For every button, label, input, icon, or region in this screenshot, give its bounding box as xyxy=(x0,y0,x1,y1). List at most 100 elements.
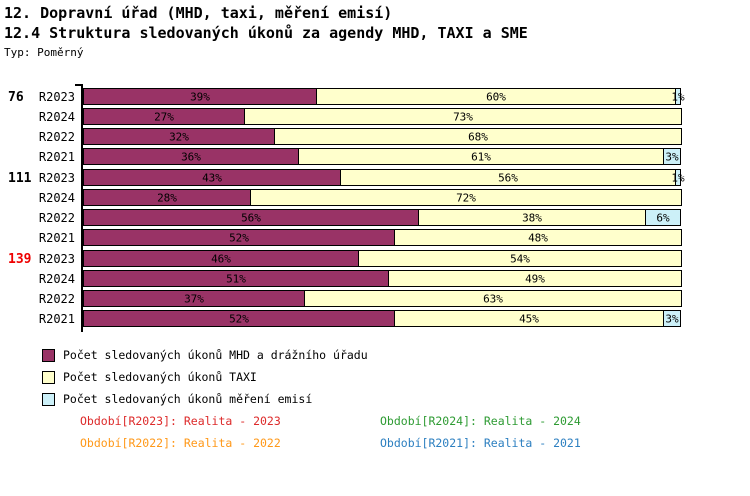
period-footnote: Období[R2024]: Realita - 2024 xyxy=(380,414,581,428)
axis-labels: 76 R2023 R2024 R2022 R2021 111 R2023 R2024 R2022… xyxy=(0,88,79,338)
bar-segment-sme: 1% xyxy=(671,169,685,186)
footnotes: Období[R2023]: Realita - 2023 Období[R202… xyxy=(80,410,581,454)
bar-segment-mhd: 51% xyxy=(83,270,389,287)
segment-value-label: 38% xyxy=(522,211,542,224)
bar-row: 46% 54% xyxy=(83,250,683,267)
legend-label: Počet sledovaných úkonů měření emisí xyxy=(63,392,313,406)
row-period-label: R2021 xyxy=(38,231,75,245)
segment-value-label: 60% xyxy=(486,90,506,103)
bar-segment-mhd: 46% xyxy=(83,250,359,267)
segment-value-label: 37% xyxy=(184,292,204,305)
segment-value-label: 51% xyxy=(226,272,246,285)
bar-segment-sme: 3% xyxy=(663,310,681,327)
segment-value-label: 56% xyxy=(498,171,518,184)
plot-rows: 39% 60% 1% 27% 73% 32% 68% 36% 61% 3% 43% 56% 1% 28% 7… xyxy=(83,88,685,336)
segment-value-label: 27% xyxy=(154,110,174,123)
bar-segment-mhd: 37% xyxy=(83,290,305,307)
segment-value-label: 68% xyxy=(468,130,488,143)
bar-row: 27% 73% xyxy=(83,108,683,125)
bar-row: 56% 38% 6% xyxy=(83,209,683,226)
row-period-label: R2021 xyxy=(38,312,75,326)
bar-row: 32% 68% xyxy=(83,128,683,145)
segment-value-label: 39% xyxy=(190,90,210,103)
chart-type-label: Typ: Poměrný xyxy=(4,46,84,59)
legend-swatch xyxy=(42,392,55,406)
segment-value-label: 73% xyxy=(453,110,473,123)
row-period-label: R2023 xyxy=(38,90,75,104)
legend-label: Počet sledovaných úkonů MHD a drážního ú… xyxy=(63,348,368,362)
y-axis-tick xyxy=(75,84,82,86)
segment-value-label: 54% xyxy=(510,252,530,265)
chart-subtitle: 12.4 Struktura sledovaných úkonů za agen… xyxy=(4,24,528,42)
segment-value-label: 72% xyxy=(456,191,476,204)
bar-segment-taxi: 61% xyxy=(298,148,664,165)
bar-segment-taxi: 48% xyxy=(394,229,682,246)
bar-row: 52% 45% 3% xyxy=(83,310,683,327)
row-period-label: R2022 xyxy=(38,292,75,306)
period-footnote: Období[R2021]: Realita - 2021 xyxy=(380,436,581,450)
period-footnote: Období[R2022]: Realita - 2022 xyxy=(80,436,281,450)
bar-segment-sme: 3% xyxy=(663,148,681,165)
segment-value-label: 63% xyxy=(483,292,503,305)
segment-value-label: 1% xyxy=(671,171,685,184)
segment-value-label: 49% xyxy=(525,272,545,285)
bar-segment-mhd: 52% xyxy=(83,229,395,246)
bar-segment-mhd: 32% xyxy=(83,128,275,145)
group-total-label: 139 xyxy=(8,252,32,267)
bar-row: 36% 61% 3% xyxy=(83,148,683,165)
bar-row: 52% 48% xyxy=(83,229,683,246)
bar-segment-taxi: 38% xyxy=(418,209,646,226)
segment-value-label: 6% xyxy=(656,211,670,224)
y-axis-line xyxy=(81,84,83,332)
legend-label: Počet sledovaných úkonů TAXI xyxy=(63,370,257,384)
bar-segment-mhd: 36% xyxy=(83,148,299,165)
bar-segment-taxi: 49% xyxy=(388,270,682,287)
segment-value-label: 52% xyxy=(229,312,249,325)
segment-value-label: 3% xyxy=(665,312,679,325)
legend-swatch xyxy=(42,370,55,384)
bar-segment-mhd: 28% xyxy=(83,189,251,206)
bar-segment-taxi: 68% xyxy=(274,128,682,145)
segment-value-label: 45% xyxy=(519,312,539,325)
segment-value-label: 28% xyxy=(157,191,177,204)
legend-item: Počet sledovaných úkonů měření emisí xyxy=(42,388,368,410)
bar-segment-taxi: 63% xyxy=(304,290,682,307)
bar-row: 28% 72% xyxy=(83,189,683,206)
bar-row: 51% 49% xyxy=(83,270,683,287)
group-total-label: 111 xyxy=(8,171,32,186)
bar-row: 43% 56% 1% xyxy=(83,169,685,186)
group-total-label: 76 xyxy=(8,90,24,105)
segment-value-label: 48% xyxy=(528,231,548,244)
legend-item: Počet sledovaných úkonů TAXI xyxy=(42,366,368,388)
bar-segment-mhd: 56% xyxy=(83,209,419,226)
row-period-label: R2023 xyxy=(38,252,75,266)
legend: Počet sledovaných úkonů MHD a drážního ú… xyxy=(42,344,368,410)
bar-segment-mhd: 52% xyxy=(83,310,395,327)
bar-segment-mhd: 27% xyxy=(83,108,245,125)
row-period-label: R2024 xyxy=(38,110,75,124)
bar-segment-taxi: 60% xyxy=(316,88,676,105)
bar-segment-taxi: 72% xyxy=(250,189,682,206)
segment-value-label: 56% xyxy=(241,211,261,224)
period-footnote: Období[R2023]: Realita - 2023 xyxy=(80,414,281,428)
bar-row: 39% 60% 1% xyxy=(83,88,685,105)
bar-segment-sme: 6% xyxy=(645,209,681,226)
bar-row: 37% 63% xyxy=(83,290,683,307)
segment-value-label: 32% xyxy=(169,130,189,143)
row-period-label: R2022 xyxy=(38,130,75,144)
row-period-label: R2024 xyxy=(38,191,75,205)
segment-value-label: 52% xyxy=(229,231,249,244)
bar-segment-taxi: 45% xyxy=(394,310,664,327)
bar-segment-sme: 1% xyxy=(671,88,685,105)
page-title: 12. Dopravní úřad (MHD, taxi, měření emi… xyxy=(4,4,393,22)
segment-value-label: 3% xyxy=(665,150,679,163)
bar-segment-taxi: 56% xyxy=(340,169,676,186)
legend-swatch xyxy=(42,348,55,362)
bar-segment-mhd: 39% xyxy=(83,88,317,105)
row-period-label: R2022 xyxy=(38,211,75,225)
legend-item: Počet sledovaných úkonů MHD a drážního ú… xyxy=(42,344,368,366)
row-period-label: R2021 xyxy=(38,150,75,164)
row-period-label: R2023 xyxy=(38,171,75,185)
segment-value-label: 1% xyxy=(671,90,685,103)
